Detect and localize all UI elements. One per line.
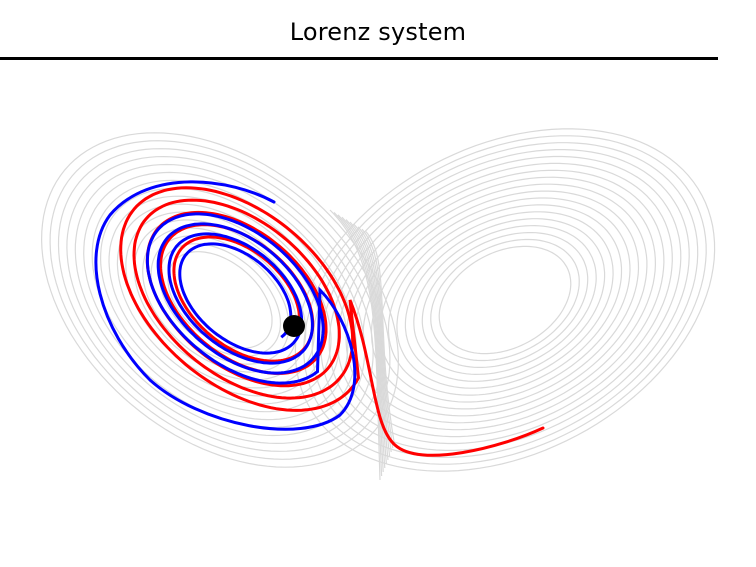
- trajectory-blue: [94, 180, 357, 431]
- background-orbit: [357, 226, 392, 453]
- background-orbit: [413, 224, 597, 376]
- background-orbit: [328, 155, 682, 445]
- background-orbit: [294, 128, 716, 472]
- background-orbit: [74, 163, 366, 437]
- background-orbit: [404, 218, 606, 382]
- background-orbits: [40, 128, 716, 481]
- background-orbit: [91, 179, 349, 421]
- background-orbit: [379, 197, 631, 403]
- background-orbit: [57, 148, 383, 452]
- background-orbit: [438, 245, 572, 355]
- background-orbit: [430, 238, 580, 362]
- background-orbit: [303, 135, 707, 465]
- title-underline: [0, 57, 718, 60]
- background-orbit: [49, 140, 391, 460]
- background-orbit: [421, 232, 589, 368]
- background-orbit: [108, 195, 332, 405]
- background-orbit: [365, 231, 395, 445]
- background-orbit: [396, 211, 614, 389]
- background-orbit: [66, 155, 374, 445]
- background-orbit: [387, 204, 623, 396]
- background-orbit: [353, 223, 391, 457]
- background-orbit: [311, 142, 699, 458]
- background-orbit: [353, 176, 657, 424]
- background-orbit: [349, 221, 389, 461]
- background-orbit: [333, 211, 383, 477]
- background-orbit: [158, 243, 282, 357]
- start-point: [283, 315, 305, 337]
- background-orbit: [337, 162, 673, 438]
- background-orbit: [320, 149, 690, 451]
- background-orbit: [361, 228, 394, 449]
- background-orbit: [329, 209, 381, 481]
- background-orbit: [345, 219, 387, 465]
- background-orbit: [362, 183, 648, 417]
- figure-title: Lorenz system: [289, 18, 467, 46]
